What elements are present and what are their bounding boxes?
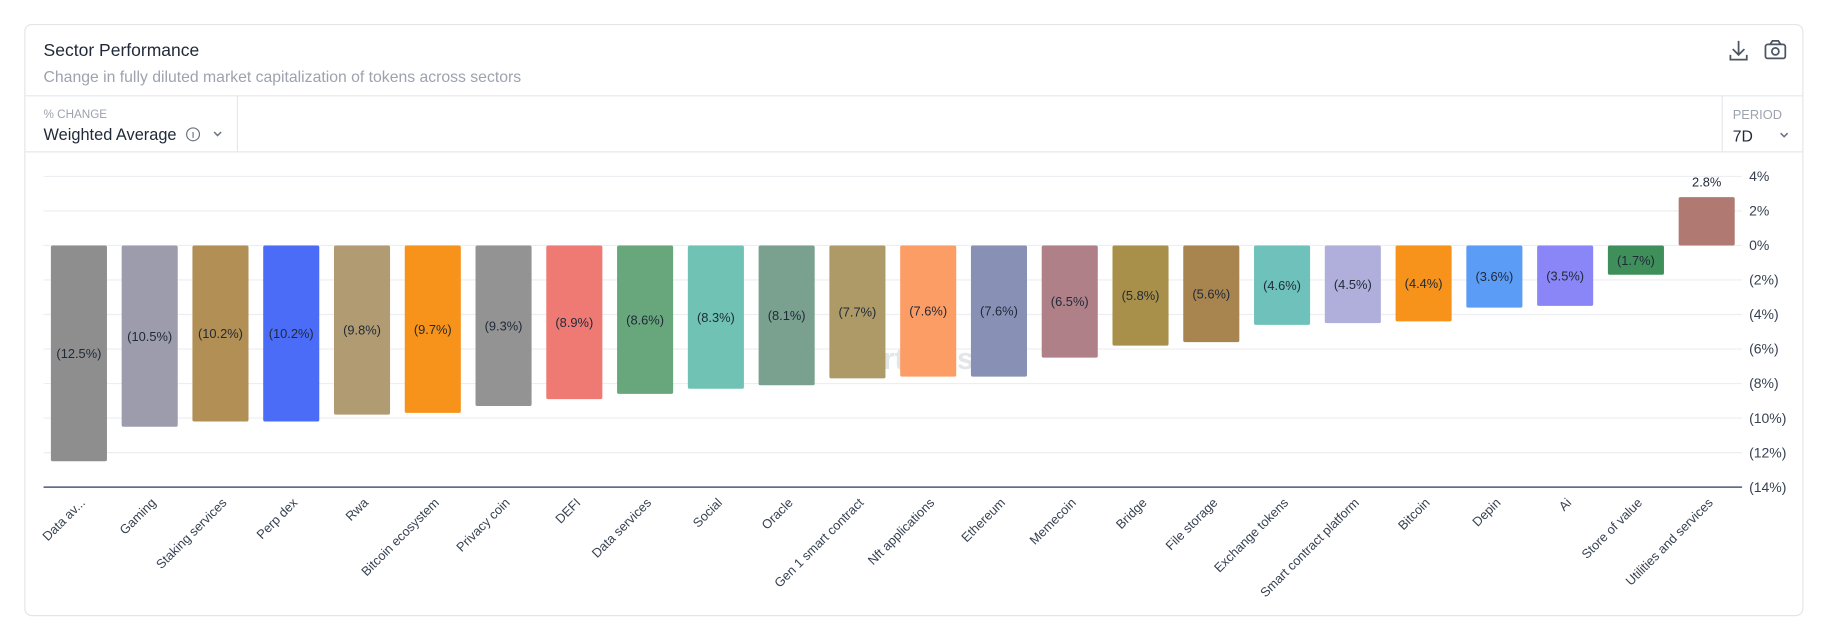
- bar: [1112, 245, 1169, 346]
- value-label: (6.5%): [1051, 294, 1089, 309]
- bar: [404, 245, 461, 413]
- y-tick-label: (10%): [1749, 410, 1786, 426]
- y-tick-label: (8%): [1749, 375, 1779, 391]
- bar: [1324, 245, 1381, 324]
- bar: [50, 245, 107, 462]
- bar: [829, 245, 886, 379]
- value-label: (7.6%): [980, 304, 1018, 319]
- bar: [1041, 245, 1098, 358]
- bar: [1678, 197, 1735, 246]
- value-label: (5.8%): [1122, 288, 1160, 303]
- value-label: (8.6%): [626, 312, 664, 327]
- value-label: (10.2%): [198, 326, 243, 341]
- chevron[interactable]: [1780, 132, 1789, 138]
- value-label: 2.8%: [1692, 175, 1721, 190]
- bar: [1395, 245, 1452, 322]
- value-label: (4.5%): [1334, 277, 1372, 292]
- value-label: (4.4%): [1405, 276, 1443, 291]
- value-label: (7.6%): [909, 304, 947, 319]
- bar: [475, 245, 532, 406]
- metric-select[interactable]: Weighted Average: [44, 126, 177, 144]
- info-icon: [186, 127, 201, 142]
- value-label: (8.3%): [697, 310, 735, 325]
- y-tick-label: 2%: [1749, 203, 1769, 219]
- bar: [1537, 245, 1594, 306]
- value-label: (8.9%): [555, 315, 593, 330]
- value-label: (3.5%): [1546, 268, 1584, 283]
- value-label: (10.2%): [269, 326, 314, 341]
- bar: [617, 245, 674, 394]
- value-label: (1.7%): [1617, 253, 1655, 268]
- bar: [1254, 245, 1311, 325]
- bar: [900, 245, 957, 377]
- y-tick-label: (2%): [1749, 272, 1779, 288]
- y-tick-label: (6%): [1749, 341, 1779, 357]
- bar: [333, 245, 391, 415]
- y-tick-label: (12%): [1749, 444, 1786, 460]
- value-label: (9.8%): [343, 323, 381, 338]
- value-label: (9.3%): [485, 318, 523, 333]
- period-label: PERIOD: [1733, 107, 1782, 122]
- bar: [121, 245, 178, 427]
- bar: [970, 245, 1028, 377]
- value-label: (5.6%): [1192, 286, 1230, 301]
- y-tick-label: (4%): [1749, 306, 1779, 322]
- bar: [263, 245, 320, 422]
- bar: [687, 245, 744, 389]
- y-tick-label: 4%: [1749, 168, 1769, 184]
- value-label: (10.5%): [127, 329, 172, 344]
- value-label: (4.6%): [1263, 278, 1301, 293]
- bar: [758, 245, 815, 386]
- bar: [1466, 245, 1523, 308]
- bar: [1183, 245, 1240, 343]
- download-icon[interactable]: [1729, 40, 1748, 61]
- y-tick-label: 0%: [1749, 237, 1769, 253]
- title: Sector Performance: [44, 40, 200, 60]
- bar: [192, 245, 249, 422]
- value-label: (8.1%): [768, 308, 806, 323]
- chevron[interactable]: [213, 131, 222, 137]
- camera-icon[interactable]: [1764, 40, 1787, 60]
- subtitle: Change in fully diluted market capitaliz…: [44, 69, 522, 86]
- bar: [1607, 245, 1664, 275]
- value-label: (3.6%): [1475, 269, 1513, 284]
- value-label: (7.7%): [839, 305, 877, 320]
- y-tick-label: (14%): [1749, 479, 1786, 495]
- value-label: (9.7%): [414, 322, 452, 337]
- value-label: (12.5%): [56, 346, 101, 361]
- metric-label: % CHANGE: [44, 108, 108, 121]
- period-select[interactable]: 7D: [1733, 128, 1753, 145]
- bar: [546, 245, 603, 400]
